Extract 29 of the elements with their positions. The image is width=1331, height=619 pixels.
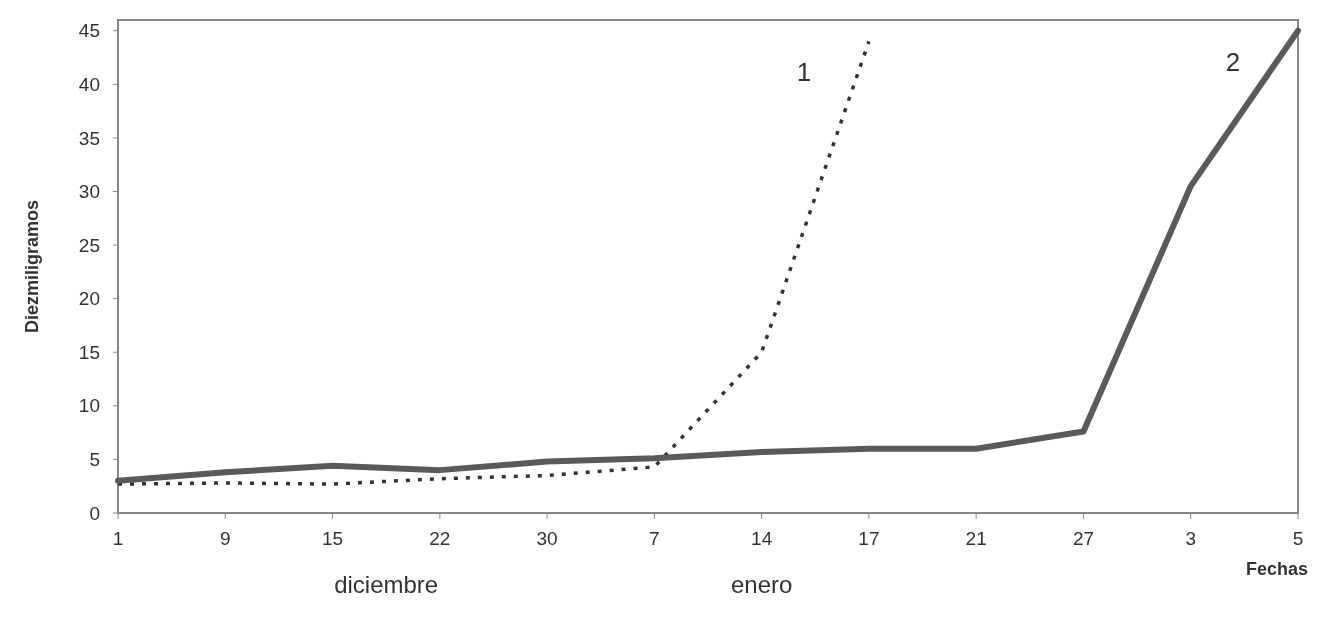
series-label: 2 bbox=[1225, 46, 1241, 77]
y-tick-label: 40 bbox=[78, 73, 100, 95]
y-tick-label: 5 bbox=[89, 449, 100, 471]
x-tick-label: 1 bbox=[112, 528, 124, 549]
y-tick-label: 25 bbox=[78, 234, 100, 256]
x-tick-label: 27 bbox=[1072, 528, 1095, 549]
series-label: 1 bbox=[796, 57, 812, 88]
y-tick-label: 45 bbox=[78, 20, 100, 42]
x-tick-label: 15 bbox=[321, 528, 344, 549]
y-axis-title: Diezmiligramos bbox=[22, 199, 42, 334]
y-tick-label: 10 bbox=[78, 395, 100, 417]
x-tick-label: 5 bbox=[1292, 528, 1304, 549]
line-series bbox=[116, 39, 871, 486]
y-tick-label: 30 bbox=[78, 181, 100, 203]
x-tick-label: 21 bbox=[965, 528, 987, 549]
x-tick-label: 22 bbox=[429, 528, 451, 549]
x-axis-title: Fechas bbox=[1245, 559, 1308, 579]
x-tick-label: 14 bbox=[751, 528, 773, 549]
x-tick-label: 3 bbox=[1185, 528, 1197, 549]
x-tick-label: 9 bbox=[219, 528, 231, 549]
text: enero bbox=[730, 571, 793, 598]
text: diciembre bbox=[334, 571, 439, 598]
x-tick-label: 17 bbox=[858, 528, 880, 549]
y-tick-label: 0 bbox=[89, 502, 100, 524]
x-tick-label: 30 bbox=[536, 528, 558, 549]
x-tick-label: 7 bbox=[649, 528, 660, 549]
y-tick-label: 20 bbox=[78, 288, 100, 310]
y-tick-label: 35 bbox=[78, 127, 100, 149]
y-tick-label: 15 bbox=[78, 341, 100, 363]
